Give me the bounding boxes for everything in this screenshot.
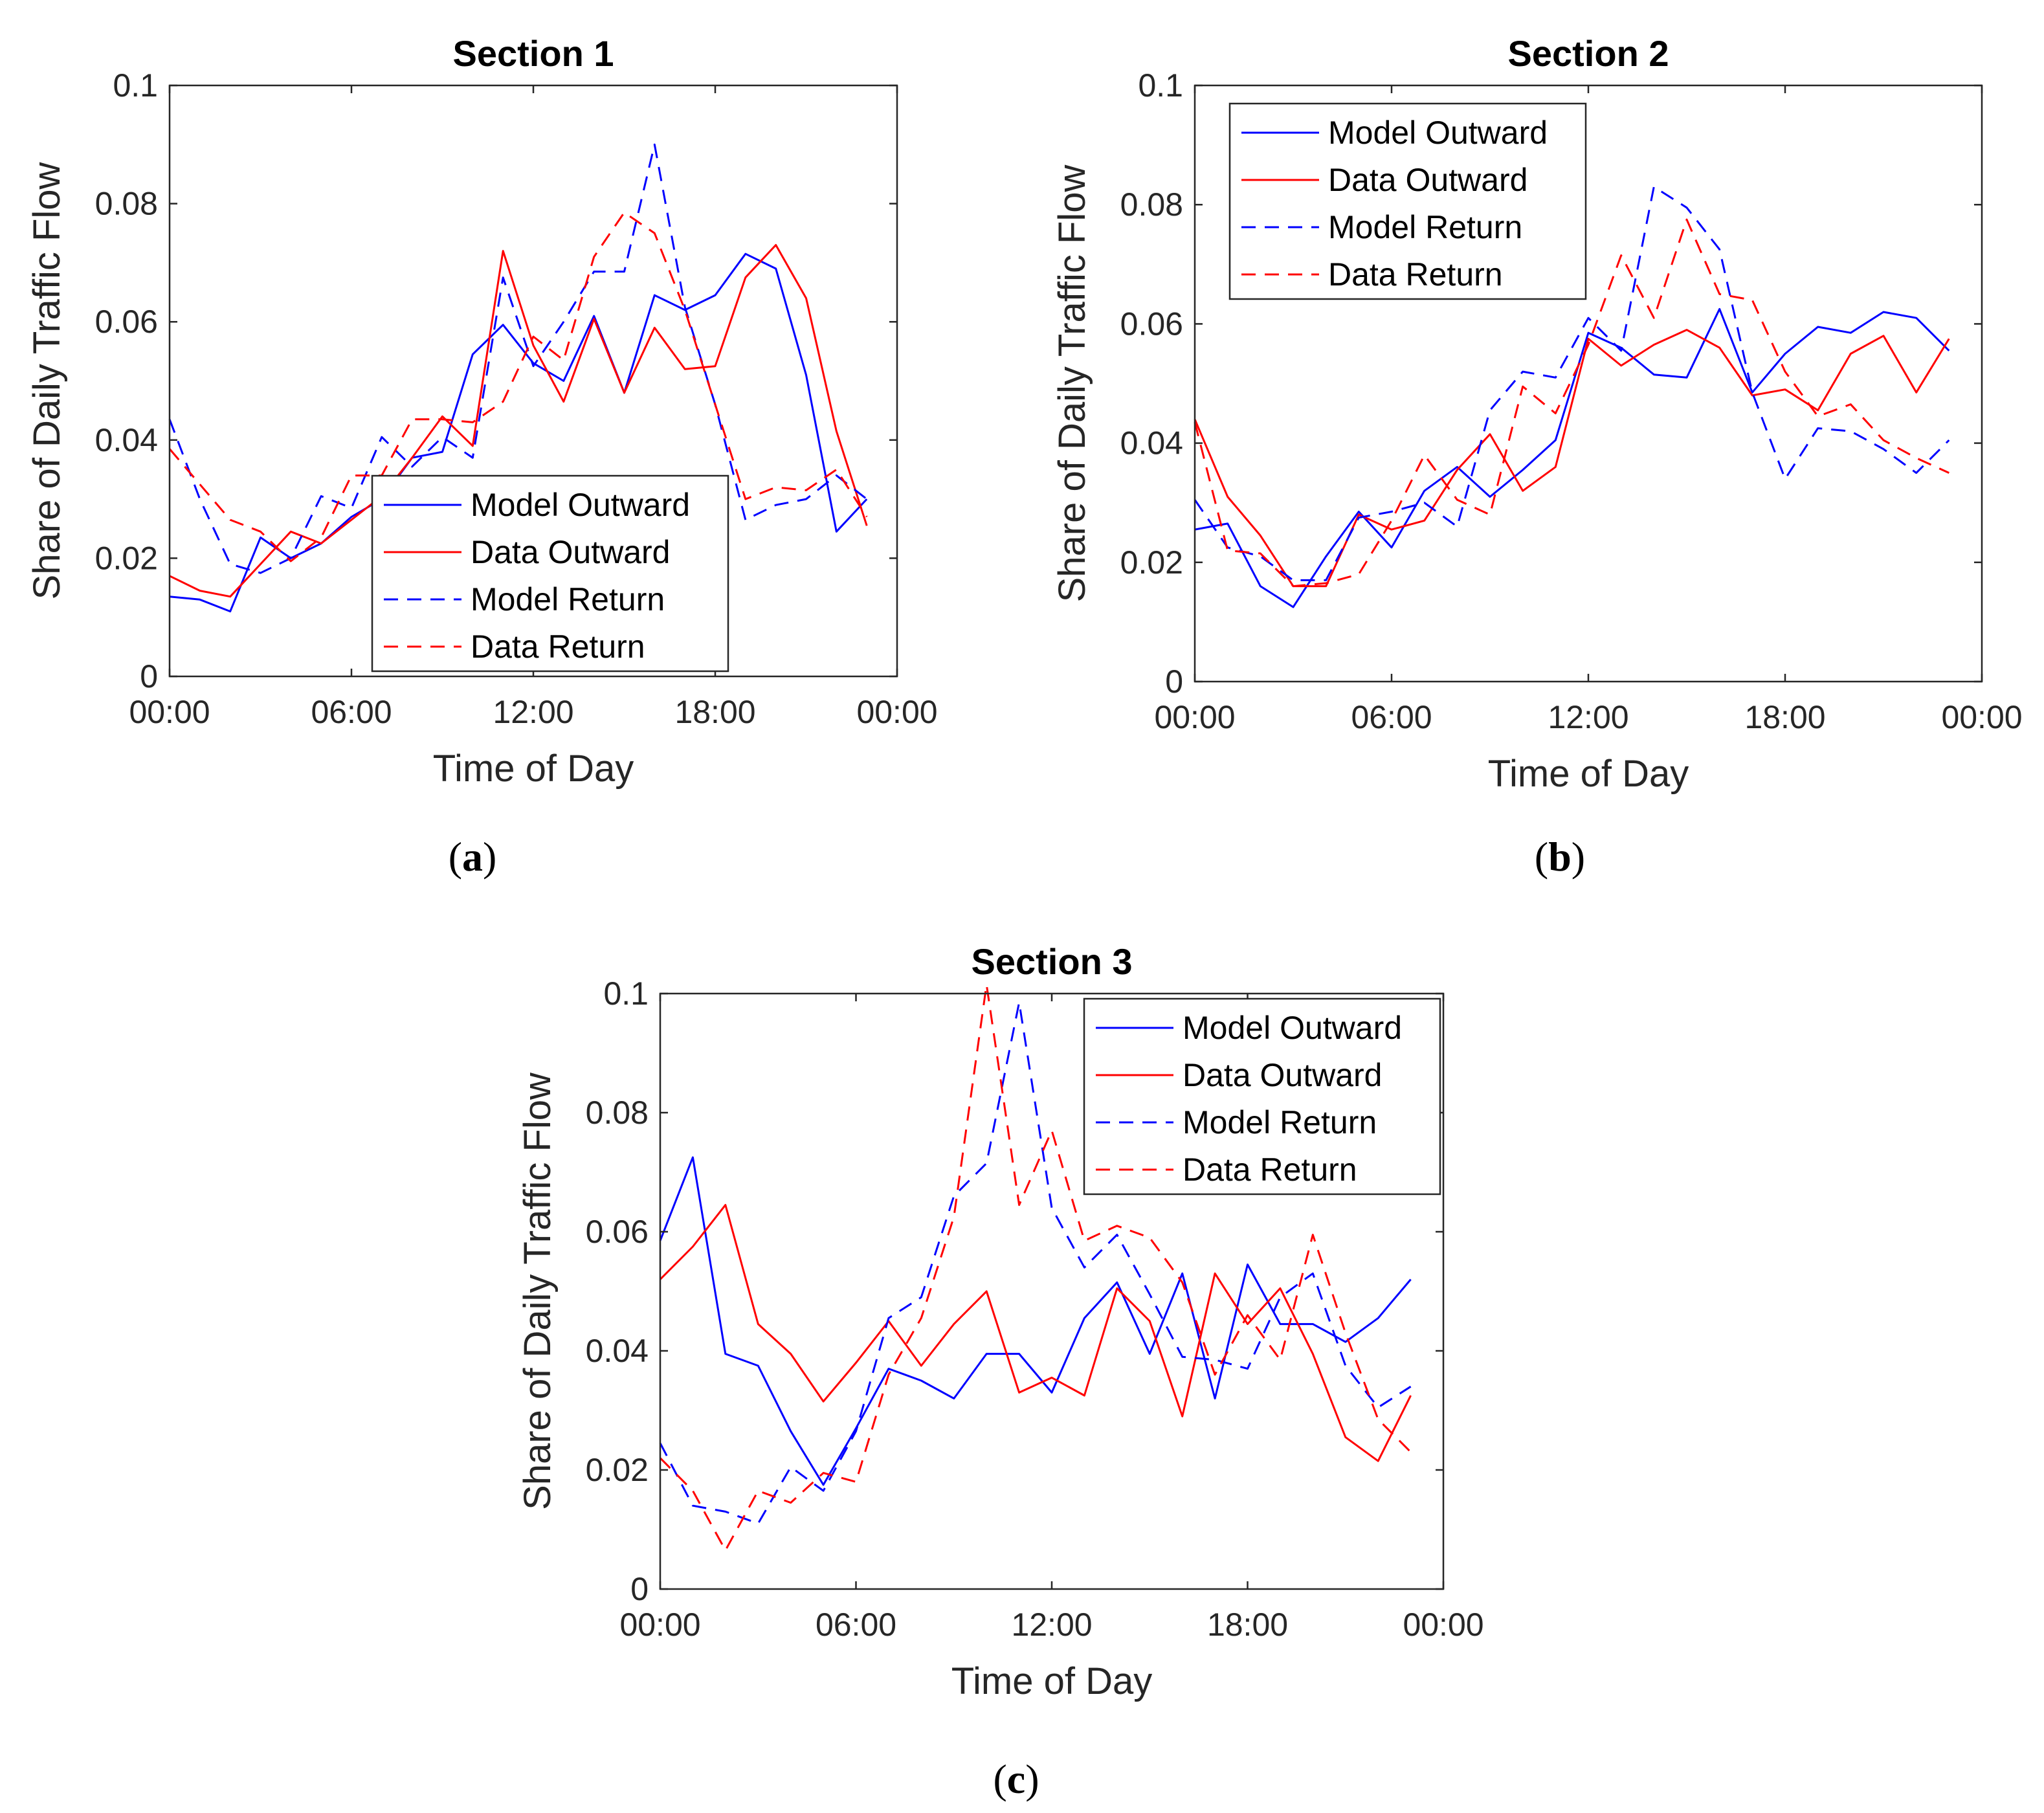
x-tick-label: 18:00 xyxy=(1744,699,1825,735)
panel-caption: (a) xyxy=(449,834,497,880)
y-tick-label: 0.02 xyxy=(95,540,158,576)
y-tick-label: 0.04 xyxy=(1120,425,1183,462)
legend-box xyxy=(1083,997,1441,1196)
series-line-data-outward xyxy=(1194,329,1950,588)
x-axis-label: Time of Day xyxy=(433,748,634,790)
y-tick-label: 0.1 xyxy=(603,975,649,1012)
y-tick-label: 0.08 xyxy=(586,1095,649,1131)
y-tick-label: 0.08 xyxy=(1120,186,1183,223)
y-tick-label: 0.06 xyxy=(95,304,158,340)
y-tick-label: 0.02 xyxy=(586,1452,649,1488)
x-tick-label: 18:00 xyxy=(674,694,755,730)
legend: Model Outward Data Outward Model Return Dat… xyxy=(371,474,729,673)
legend-box xyxy=(1228,102,1587,300)
y-tick-label: 0 xyxy=(630,1571,649,1607)
legend-label: Model Return xyxy=(1183,1104,1377,1140)
y-tick-label: 0.04 xyxy=(95,422,158,458)
chart-title: Section 1 xyxy=(453,33,614,74)
chart-panel-2: 00:00 06:00 12:00 18:00 00:0000.020.040.060.… xyxy=(1051,33,2023,880)
legend-label: Data Outward xyxy=(1328,162,1527,198)
series-line-data-return xyxy=(1194,218,1950,588)
legend-label: Data Return xyxy=(471,628,645,665)
legend-label: Model Outward xyxy=(1328,115,1548,151)
y-tick-label: 0.1 xyxy=(1138,67,1183,104)
series-line-data-return xyxy=(659,983,1412,1552)
legend-label: Model Return xyxy=(471,581,665,617)
legend-box xyxy=(371,474,729,673)
legend: Model Outward Data Outward Model Return Dat… xyxy=(1228,102,1587,300)
series-line-model-outward xyxy=(169,252,868,613)
x-tick-label: 06:00 xyxy=(816,1607,896,1643)
series-line-data-outward xyxy=(659,1204,1412,1462)
x-axis-label: Time of Day xyxy=(1488,753,1689,795)
series-line-model-return xyxy=(168,143,868,574)
x-tick-label: 00:00 xyxy=(1941,699,2022,735)
x-tick-label: 12:00 xyxy=(493,694,573,730)
panel-caption: (c) xyxy=(993,1756,1039,1802)
x-tick-label: 06:00 xyxy=(311,694,392,730)
x-tick-label: 12:00 xyxy=(1011,1607,1092,1643)
x-tick-label: 00:00 xyxy=(1403,1607,1483,1643)
y-tick-label: 0.02 xyxy=(1120,544,1183,581)
chart-title: Section 3 xyxy=(972,941,1133,982)
legend-label: Model Return xyxy=(1328,209,1522,245)
y-axis-label: Share of Daily Traffic Flow xyxy=(26,161,68,599)
y-tick-label: 0.06 xyxy=(1120,306,1183,342)
legend-label: Data Outward xyxy=(471,534,670,570)
y-axis-label: Share of Daily Traffic Flow xyxy=(517,1072,559,1510)
x-tick-label: 18:00 xyxy=(1207,1607,1288,1643)
legend: Model Outward Data Outward Model Return Dat… xyxy=(1083,997,1441,1196)
x-tick-label: 00:00 xyxy=(619,1607,700,1643)
y-tick-label: 0 xyxy=(140,658,158,695)
x-tick-label: 00:00 xyxy=(129,694,210,730)
y-axis-label: Share of Daily Traffic Flow xyxy=(1051,164,1093,602)
x-tick-label: 12:00 xyxy=(1548,699,1628,735)
chart-title: Section 2 xyxy=(1508,33,1669,74)
x-tick-label: 00:00 xyxy=(856,694,937,730)
series-line-model-return xyxy=(1194,186,1950,581)
chart-panel-3: 00:00 06:00 12:00 18:00 00:0000.020.040.060.… xyxy=(517,941,1484,1802)
panel-caption: (b) xyxy=(1535,834,1585,880)
series-line-data-return xyxy=(168,211,868,562)
x-tick-label: 06:00 xyxy=(1351,699,1432,735)
x-tick-label: 00:00 xyxy=(1154,699,1235,735)
y-tick-label: 0.04 xyxy=(586,1333,649,1369)
legend-label: Data Outward xyxy=(1183,1057,1382,1093)
legend-label: Data Return xyxy=(1183,1151,1357,1188)
y-tick-label: 0.1 xyxy=(113,67,158,104)
legend-label: Model Outward xyxy=(471,487,690,523)
x-axis-label: Time of Day xyxy=(951,1660,1152,1702)
series-line-model-outward xyxy=(1194,307,1950,608)
y-tick-label: 0.08 xyxy=(95,186,158,222)
chart-panel-1: 00:00 06:00 12:00 18:00 00:0000.020.040.060.… xyxy=(26,33,938,880)
y-tick-label: 0.06 xyxy=(586,1214,649,1250)
series-line-data-outward xyxy=(169,244,868,598)
y-tick-label: 0 xyxy=(1165,663,1183,700)
series-line-model-return xyxy=(659,1001,1412,1525)
legend-label: Data Return xyxy=(1328,256,1503,293)
legend-label: Model Outward xyxy=(1183,1010,1402,1046)
series-line-model-outward xyxy=(659,1156,1412,1486)
